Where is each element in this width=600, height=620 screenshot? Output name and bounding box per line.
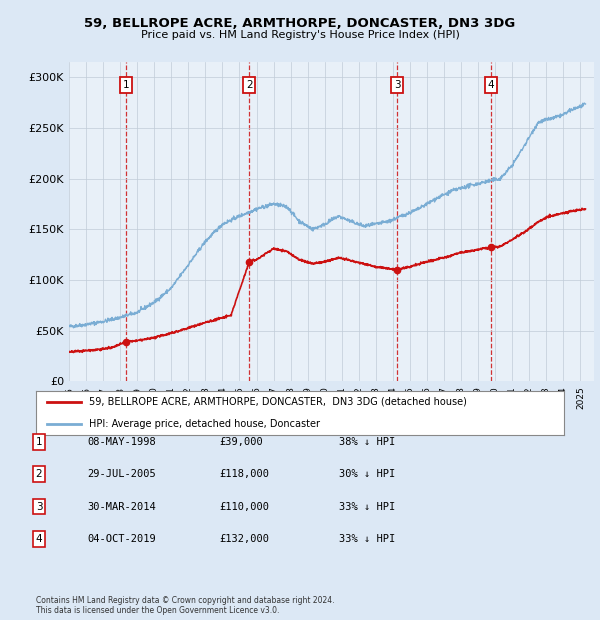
Text: 3: 3 — [35, 502, 43, 512]
Text: 33% ↓ HPI: 33% ↓ HPI — [339, 502, 395, 512]
Text: 1: 1 — [123, 81, 130, 91]
Text: £110,000: £110,000 — [219, 502, 269, 512]
Text: 04-OCT-2019: 04-OCT-2019 — [87, 534, 156, 544]
Text: 2: 2 — [246, 81, 253, 91]
Text: 59, BELLROPE ACRE, ARMTHORPE, DONCASTER, DN3 3DG: 59, BELLROPE ACRE, ARMTHORPE, DONCASTER,… — [85, 17, 515, 30]
Text: 29-JUL-2005: 29-JUL-2005 — [87, 469, 156, 479]
Text: 33% ↓ HPI: 33% ↓ HPI — [339, 534, 395, 544]
Text: 3: 3 — [394, 81, 400, 91]
Text: £132,000: £132,000 — [219, 534, 269, 544]
Text: £39,000: £39,000 — [219, 437, 263, 447]
Text: 08-MAY-1998: 08-MAY-1998 — [87, 437, 156, 447]
Text: HPI: Average price, detached house, Doncaster: HPI: Average price, detached house, Donc… — [89, 419, 320, 429]
Text: 59, BELLROPE ACRE, ARMTHORPE, DONCASTER,  DN3 3DG (detached house): 59, BELLROPE ACRE, ARMTHORPE, DONCASTER,… — [89, 397, 467, 407]
Text: 30-MAR-2014: 30-MAR-2014 — [87, 502, 156, 512]
Text: £118,000: £118,000 — [219, 469, 269, 479]
Text: 2: 2 — [35, 469, 43, 479]
Text: 4: 4 — [488, 81, 494, 91]
Text: 30% ↓ HPI: 30% ↓ HPI — [339, 469, 395, 479]
Text: 4: 4 — [35, 534, 43, 544]
Text: 1: 1 — [35, 437, 43, 447]
Text: Price paid vs. HM Land Registry's House Price Index (HPI): Price paid vs. HM Land Registry's House … — [140, 30, 460, 40]
Text: Contains HM Land Registry data © Crown copyright and database right 2024.
This d: Contains HM Land Registry data © Crown c… — [36, 596, 335, 615]
Text: 38% ↓ HPI: 38% ↓ HPI — [339, 437, 395, 447]
